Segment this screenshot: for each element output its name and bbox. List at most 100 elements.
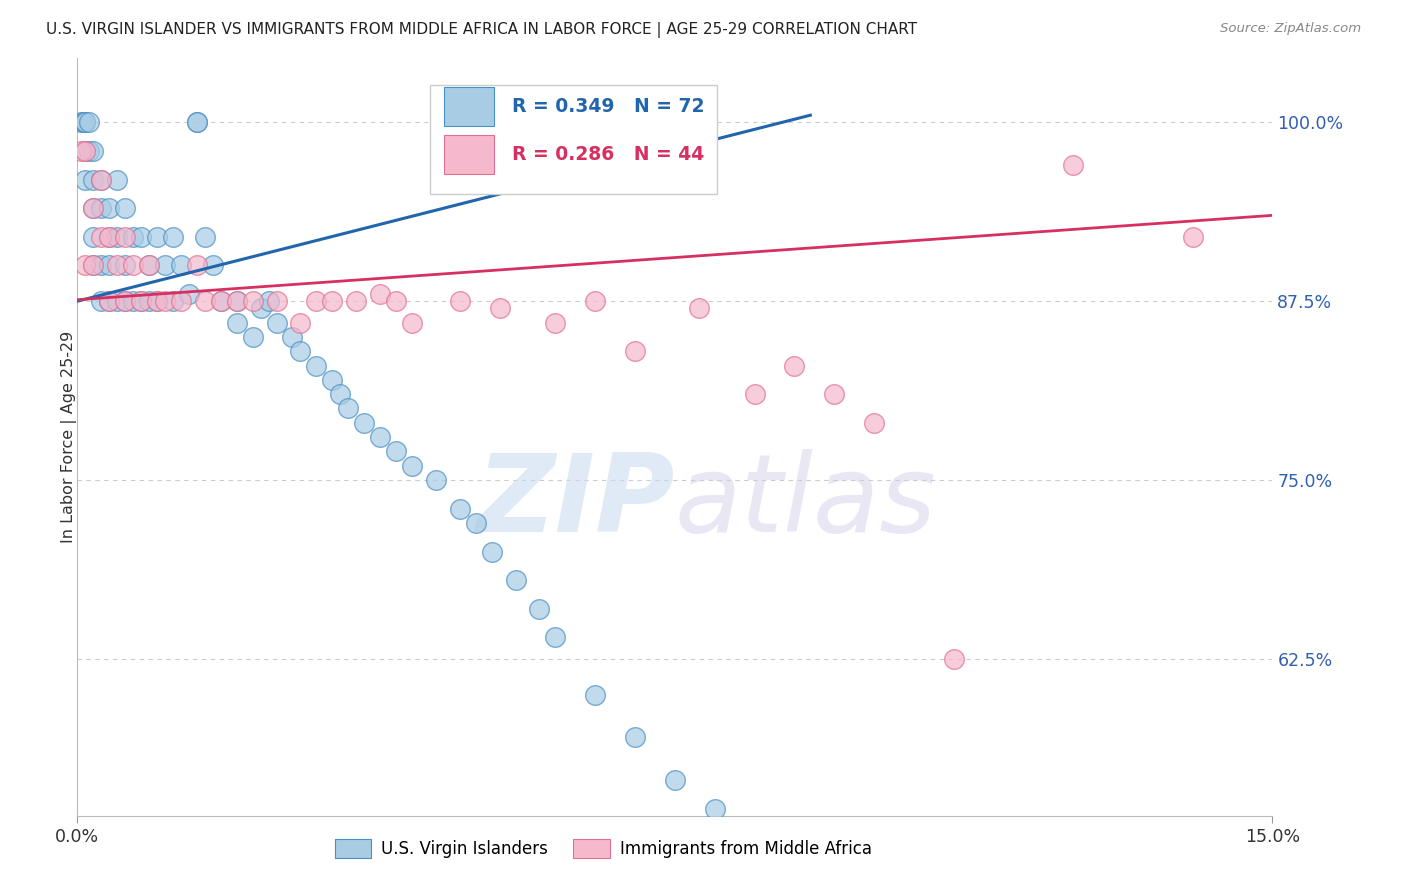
Point [321, 294, 343, 309]
Point [162, 294, 184, 309]
Point [688, 301, 710, 316]
Text: U.S. VIRGIN ISLANDER VS IMMIGRANTS FROM MIDDLE AFRICA IN LABOR FORCE | AGE 25-29: U.S. VIRGIN ISLANDER VS IMMIGRANTS FROM … [46, 22, 918, 38]
Point [82, 259, 104, 273]
Point [114, 294, 136, 309]
Point [82, 144, 104, 158]
Point [79, 144, 101, 158]
Point [353, 416, 375, 430]
Point [75, 115, 97, 129]
Point [863, 416, 886, 430]
Point [242, 330, 264, 344]
Point [72, 115, 94, 129]
Point [114, 201, 136, 215]
Point [122, 294, 145, 309]
Point [75, 115, 97, 129]
Point [122, 259, 145, 273]
Point [82, 172, 104, 186]
Point [281, 330, 304, 344]
Point [481, 544, 503, 558]
Point [321, 373, 343, 387]
Text: Source: ZipAtlas.com: Source: ZipAtlas.com [1220, 22, 1361, 36]
Point [401, 458, 423, 473]
Point [449, 501, 471, 516]
Point [201, 259, 224, 273]
Point [186, 259, 208, 273]
Point [266, 294, 288, 309]
Point [225, 316, 247, 330]
Point [138, 294, 160, 309]
Point [368, 430, 391, 444]
Point [783, 359, 806, 373]
Point [90, 172, 112, 186]
Point [449, 294, 471, 309]
Point [162, 229, 184, 244]
Point [266, 316, 288, 330]
Point [90, 201, 112, 215]
Point [337, 401, 360, 416]
Point [105, 294, 128, 309]
Point [75, 259, 97, 273]
Point [70, 144, 93, 158]
Point [82, 201, 104, 215]
Point [170, 294, 193, 309]
Point [583, 294, 606, 309]
Point [114, 259, 136, 273]
Point [249, 301, 271, 316]
Text: R = 0.349   N = 72: R = 0.349 N = 72 [512, 97, 704, 116]
Point [79, 115, 101, 129]
Point [82, 201, 104, 215]
Point [942, 652, 965, 666]
Point [401, 316, 423, 330]
Point [344, 294, 367, 309]
Point [505, 573, 527, 587]
Point [703, 802, 725, 816]
Point [329, 387, 352, 401]
Point [1062, 158, 1084, 172]
Point [82, 229, 104, 244]
Point [488, 301, 510, 316]
Point [98, 201, 121, 215]
Point [138, 259, 160, 273]
Point [544, 631, 567, 645]
Point [114, 229, 136, 244]
Point [129, 294, 152, 309]
Point [114, 294, 136, 309]
Point [242, 294, 264, 309]
Point [146, 294, 169, 309]
Bar [444, 135, 495, 174]
Point [225, 294, 247, 309]
Point [425, 473, 447, 487]
Point [146, 229, 169, 244]
Point [209, 294, 232, 309]
Text: atlas: atlas [675, 449, 936, 554]
Point [186, 115, 208, 129]
Point [98, 259, 121, 273]
Bar [444, 87, 495, 126]
Point [129, 294, 152, 309]
Point [105, 229, 128, 244]
Point [129, 229, 152, 244]
Point [290, 316, 312, 330]
Point [153, 294, 176, 309]
Point [368, 287, 391, 301]
Point [744, 387, 766, 401]
Y-axis label: In Labor Force | Age 25-29: In Labor Force | Age 25-29 [60, 331, 77, 543]
Point [305, 294, 328, 309]
Point [290, 344, 312, 359]
Point [90, 294, 112, 309]
FancyBboxPatch shape [430, 85, 717, 194]
Text: ZIP: ZIP [477, 449, 675, 555]
Point [177, 287, 200, 301]
Point [98, 229, 121, 244]
Point [122, 229, 145, 244]
Point [305, 359, 328, 373]
Point [105, 172, 128, 186]
Point [257, 294, 280, 309]
Point [75, 172, 97, 186]
Point [464, 516, 486, 530]
Point [98, 229, 121, 244]
Point [624, 344, 647, 359]
Point [170, 259, 193, 273]
Point [146, 294, 169, 309]
Point [385, 294, 408, 309]
